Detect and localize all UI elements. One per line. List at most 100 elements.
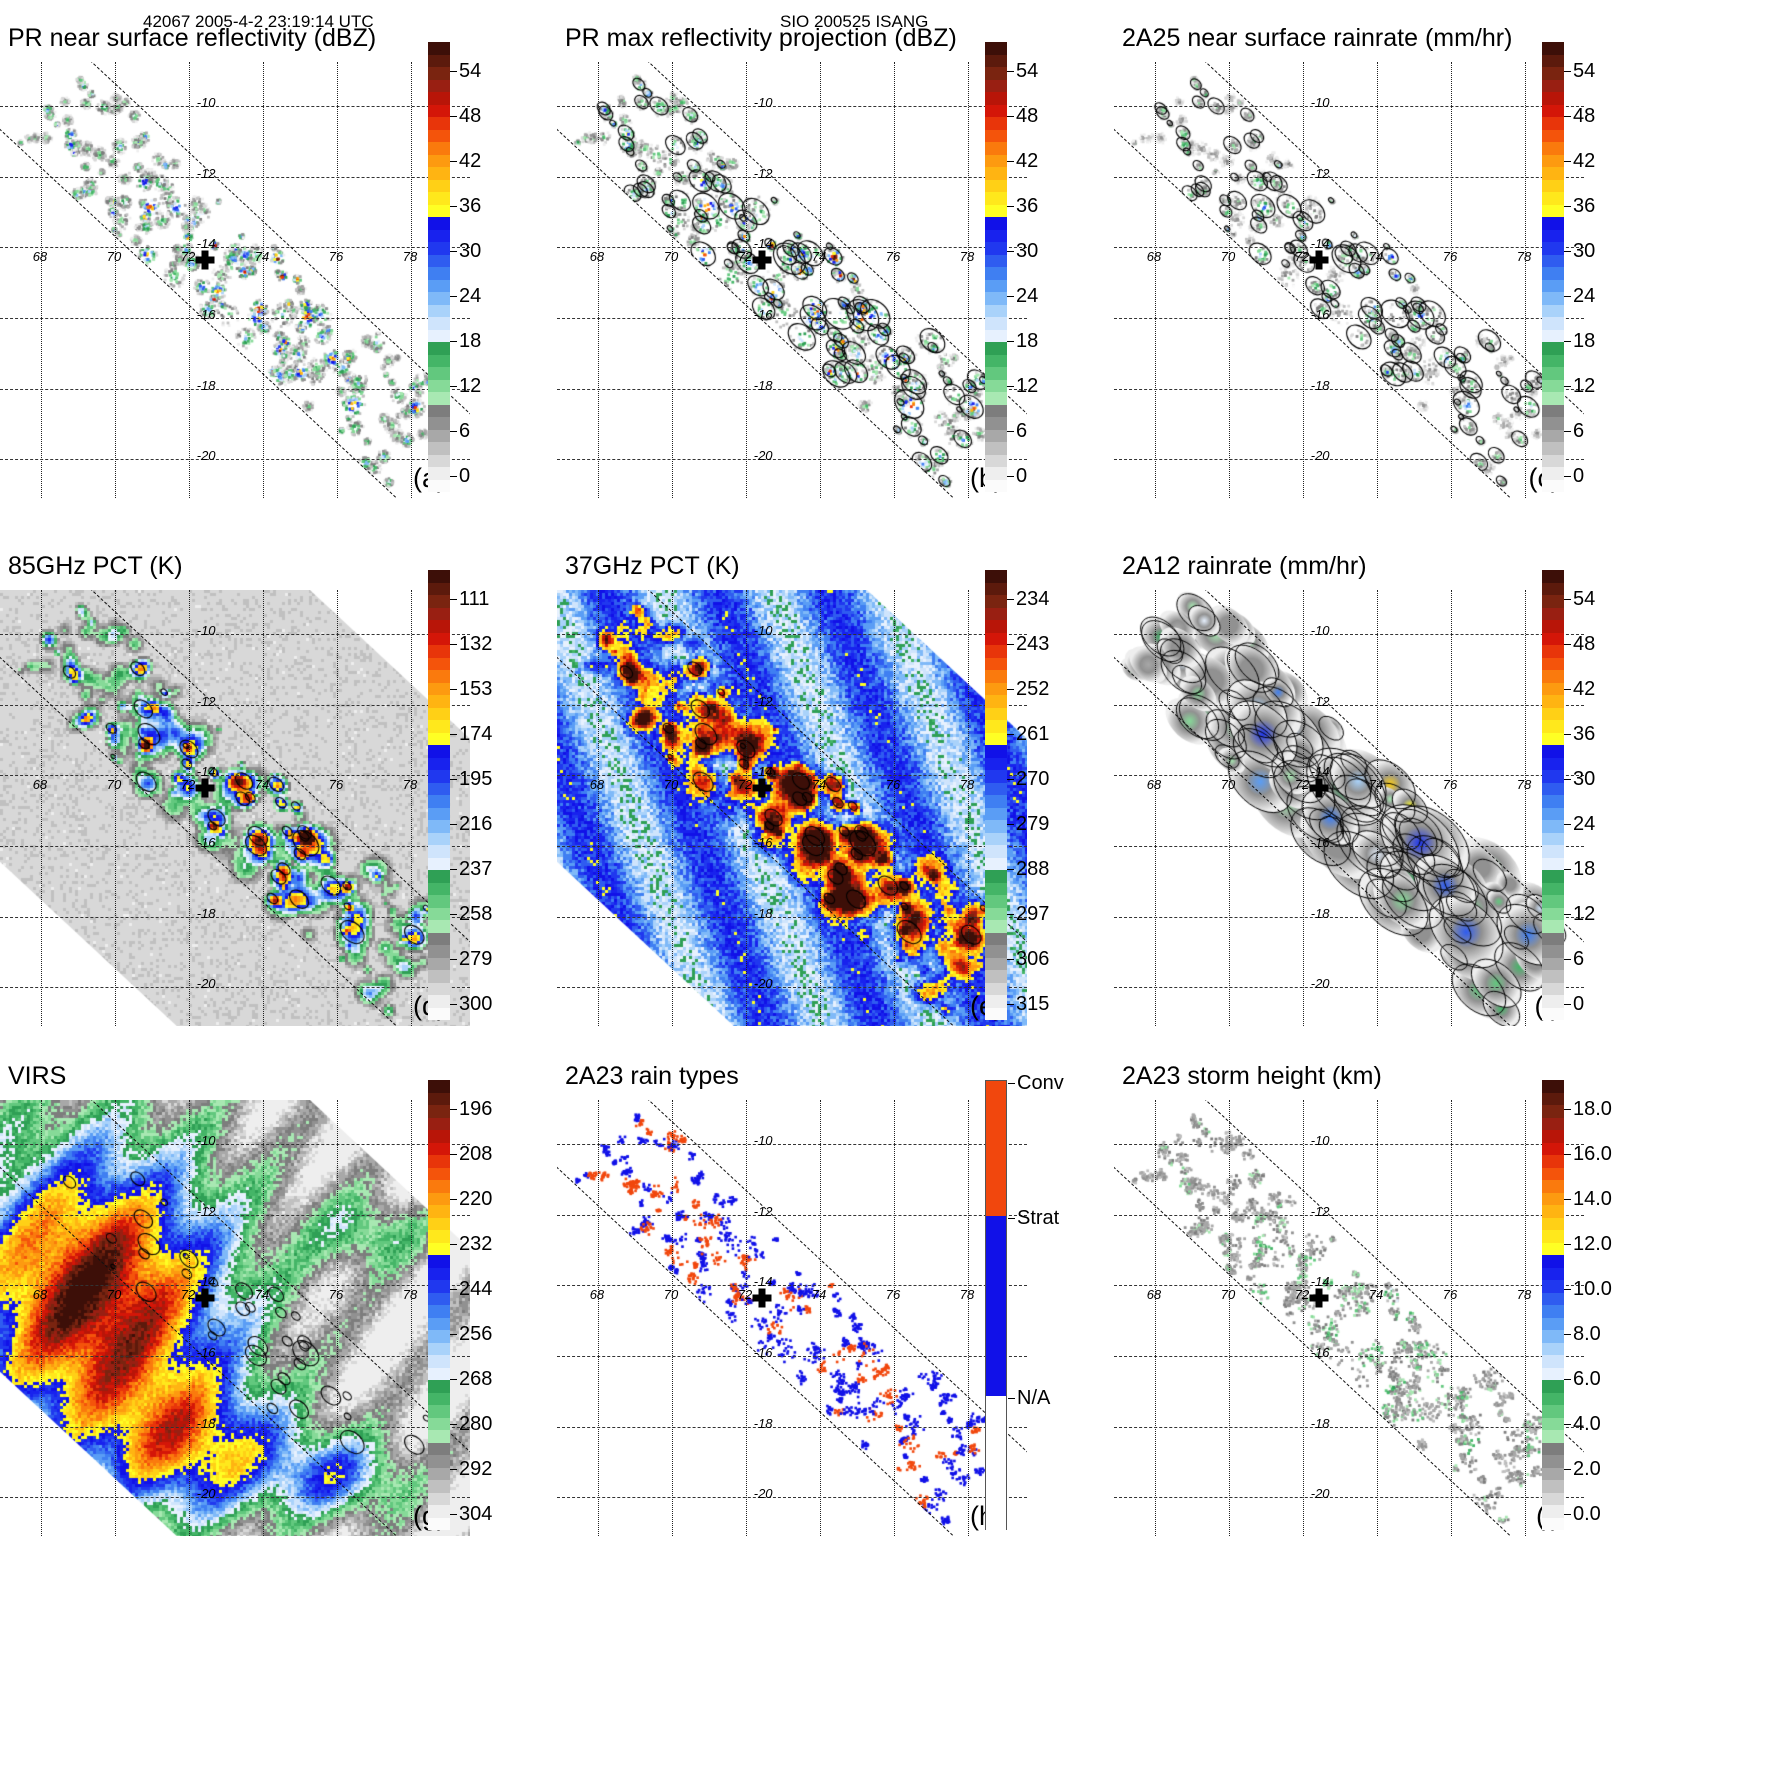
colorbar-segment [428, 1280, 450, 1293]
colorbar-tick-label: 42 [1573, 149, 1596, 172]
colorbar-tick-label: 6 [1573, 947, 1585, 970]
colorbar-tick: 30 [450, 240, 481, 263]
gridline-lat--14 [1114, 247, 1584, 249]
data-field-h [557, 1100, 1027, 1536]
colorbar-segment [1542, 292, 1564, 305]
colorbar-segment [1542, 1142, 1564, 1155]
rain-type-legend-labels: Conv Strat N/A [1008, 1072, 1098, 1529]
colorbar-segment [985, 645, 1007, 658]
colorbar-segment [985, 117, 1007, 130]
colorbar-segment [985, 217, 1007, 230]
lat-tick-label--12: -12 [753, 165, 773, 181]
gridline-lon-72 [188, 62, 190, 498]
lon-tick-label-70: 70 [1220, 1287, 1236, 1303]
gridline-lat--16 [0, 845, 470, 847]
colorbar-segment [985, 154, 1007, 167]
colorbar-segment [428, 67, 450, 80]
colorbar-segment [428, 1205, 450, 1218]
lon-tick-label-68: 68 [589, 1287, 605, 1303]
colorbar-segment [428, 279, 450, 292]
gridline-lon-74 [1376, 1100, 1378, 1536]
lat-tick-label--16: -16 [196, 1344, 216, 1360]
colorbar-tick-label: 0 [1016, 464, 1028, 487]
colorbar-segment [428, 367, 450, 380]
colorbar-segment [1542, 920, 1564, 933]
colorbar-tick: 24 [450, 285, 481, 308]
colorbar-segment [1542, 695, 1564, 708]
colorbar-segment [1542, 142, 1564, 155]
colorbar-tick-label: 18.0 [1573, 1097, 1612, 1120]
gridline-lat--12 [557, 1214, 1027, 1216]
colorbar-segment [1542, 657, 1564, 670]
gridline-lon-68 [597, 62, 599, 498]
colorbar-tick: 18 [1007, 330, 1038, 353]
colorbar-tick: 216 [450, 813, 492, 836]
colorbar-segment [428, 732, 450, 745]
gridline-lon-76 [1450, 1100, 1452, 1536]
colorbar-segment [428, 204, 450, 217]
colorbar-tick: 261 [1007, 723, 1049, 746]
colorbar-tick: 18 [1564, 330, 1595, 353]
colorbar-tick-label: 36 [1016, 194, 1039, 217]
colorbar-tick: 0 [1564, 465, 1584, 488]
colorbar-segment [985, 417, 1007, 430]
colorbar-tick: 234 [1007, 588, 1049, 611]
colorbar-segment [985, 770, 1007, 783]
lon-tick-label-74: 74 [254, 249, 270, 265]
colorbar-segment [1542, 782, 1564, 795]
gridline-lon-68 [1154, 1100, 1156, 1536]
colorbar-segment [1542, 1492, 1564, 1505]
colorbar-tick-label: 270 [1016, 767, 1050, 790]
colorbar-segment [1542, 354, 1564, 367]
colorbar-segment [428, 1380, 450, 1393]
lon-tick-label-78: 78 [402, 1287, 418, 1303]
colorbar-segment [428, 1317, 450, 1330]
colorbar-segment [428, 707, 450, 720]
colorbar-segment [985, 317, 1007, 330]
colorbar-tick-label: 153 [459, 677, 493, 700]
colorbar-segment [1542, 1105, 1564, 1118]
colorbar-segment [1542, 1305, 1564, 1318]
gridline-lat--14 [0, 247, 470, 249]
colorbar-tick: 42 [1007, 150, 1038, 173]
colorbar-tick-label: 54 [1573, 59, 1596, 82]
colorbar-tick: 270 [1007, 768, 1049, 791]
colorbar-tick-label: 252 [1016, 677, 1050, 700]
colorbar-segment [1542, 1092, 1564, 1105]
colorbar-segment [1542, 945, 1564, 958]
colorbar-segment [1542, 129, 1564, 142]
colorbar-tick-label: 14.0 [1573, 1187, 1612, 1210]
colorbar-segment [428, 467, 450, 480]
lon-tick-label-72: 72 [180, 1287, 196, 1303]
gridline-lon-78 [410, 62, 412, 498]
colorbar-segment [1542, 379, 1564, 392]
colorbar-tick: 54 [1007, 60, 1038, 83]
colorbar-segment [428, 895, 450, 908]
colorbar-tick: 297 [1007, 903, 1049, 926]
gridline-lat--14 [557, 247, 1027, 249]
lat-tick-label--20: -20 [1310, 1486, 1330, 1502]
colorbar-segment [1542, 932, 1564, 945]
colorbar-segment [428, 1330, 450, 1343]
colorbar-tick: 256 [450, 1323, 492, 1346]
colorbar-segment [1542, 217, 1564, 230]
colorbar-segment [1542, 982, 1564, 995]
colorbar-tick-label: 24 [1573, 284, 1596, 307]
lon-tick-label-70: 70 [663, 249, 679, 265]
colorbar-segment [428, 79, 450, 92]
colorbar-segment [428, 1130, 450, 1143]
colorbar-segment [428, 1455, 450, 1468]
colorbar-b: 54 48 42 36 30 24 18 12 6 0 [985, 42, 1038, 492]
colorbar-segment [428, 582, 450, 595]
lat-tick-label--20: -20 [196, 448, 216, 464]
colorbar-tick: 292 [450, 1458, 492, 1481]
gridline-lat--16 [1114, 1355, 1584, 1357]
lat-tick-label--16: -16 [1310, 1344, 1330, 1360]
gridline-lon-76 [336, 1100, 338, 1536]
colorbar-segment [1542, 1317, 1564, 1330]
colorbar-segment [985, 607, 1007, 620]
colorbar-segment [985, 179, 1007, 192]
gridline-lon-74 [819, 62, 821, 498]
gridline-lon-72 [1302, 1100, 1304, 1536]
colorbar-tick: 258 [450, 903, 492, 926]
